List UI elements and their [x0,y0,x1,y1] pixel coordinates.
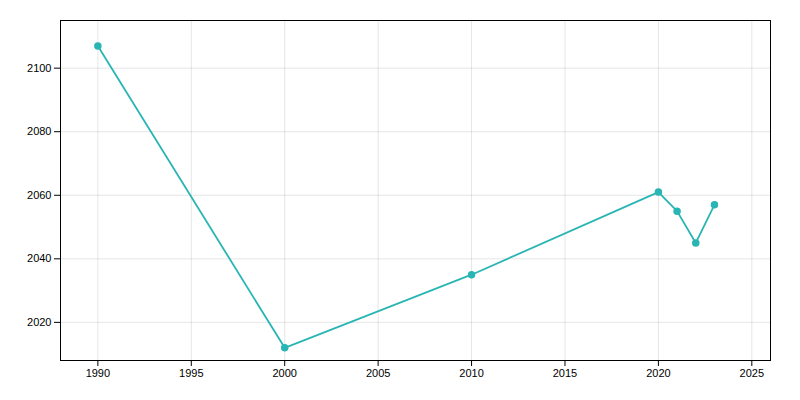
svg-text:1990: 1990 [86,367,110,379]
svg-text:2100: 2100 [27,62,51,74]
svg-text:2040: 2040 [27,252,51,264]
svg-text:1995: 1995 [179,367,203,379]
svg-text:2005: 2005 [366,367,390,379]
svg-text:2000: 2000 [272,367,296,379]
svg-text:2080: 2080 [27,125,51,137]
svg-text:2010: 2010 [459,367,483,379]
svg-text:2025: 2025 [740,367,764,379]
svg-text:2020: 2020 [27,316,51,328]
svg-text:2015: 2015 [553,367,577,379]
svg-text:2020: 2020 [646,367,670,379]
svg-text:2060: 2060 [27,189,51,201]
